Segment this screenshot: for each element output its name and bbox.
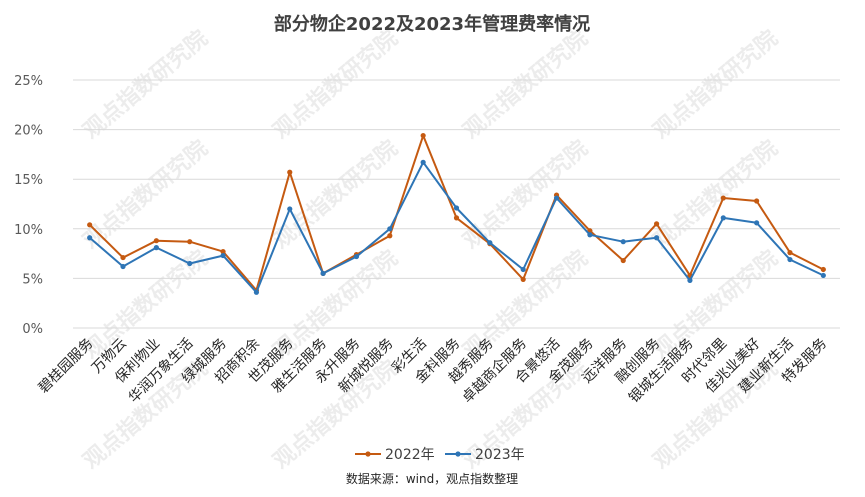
gridlines bbox=[73, 79, 840, 329]
data-point bbox=[387, 233, 393, 239]
data-point bbox=[653, 235, 660, 241]
data-point bbox=[520, 266, 526, 273]
data-point bbox=[320, 270, 326, 277]
legend-marker bbox=[365, 451, 371, 457]
data-point bbox=[820, 266, 826, 273]
watermark-text: 观点指数研究院 bbox=[458, 25, 593, 144]
data-point bbox=[720, 195, 726, 201]
data-point bbox=[787, 250, 793, 256]
data-point bbox=[253, 289, 260, 295]
y-tick-label: 10% bbox=[14, 223, 43, 238]
data-point bbox=[87, 235, 93, 241]
data-point bbox=[153, 245, 159, 251]
data-point bbox=[120, 254, 126, 261]
watermark-text: 观点指数研究院 bbox=[458, 135, 593, 254]
data-point bbox=[620, 257, 626, 264]
data-point bbox=[420, 159, 426, 165]
y-tick-label: 0% bbox=[22, 322, 43, 337]
watermark-text: 观点指数研究院 bbox=[268, 25, 403, 144]
watermark-text: 观点指数研究院 bbox=[78, 135, 213, 254]
data-point bbox=[187, 239, 193, 245]
data-point bbox=[287, 169, 293, 175]
source-note: 数据来源：wind，观点指数整理 bbox=[346, 471, 518, 486]
y-axis-ticks: 0% 5% 10% 15% 20% 25% bbox=[14, 74, 43, 337]
data-point bbox=[120, 263, 126, 270]
data-point bbox=[553, 195, 560, 201]
y-tick-label: 20% bbox=[14, 124, 43, 139]
watermark-text: 观点指数研究院 bbox=[78, 25, 213, 144]
data-point bbox=[153, 238, 159, 244]
x-category-label: 碧桂园服务 bbox=[36, 336, 97, 397]
watermark-text: 观点指数研究院 bbox=[648, 25, 783, 144]
data-point bbox=[820, 272, 826, 279]
data-point bbox=[353, 253, 360, 260]
y-tick-label: 25% bbox=[14, 74, 43, 89]
data-point bbox=[620, 239, 626, 245]
data-point bbox=[754, 198, 760, 204]
data-point bbox=[687, 277, 693, 283]
data-point bbox=[720, 215, 726, 221]
data-point bbox=[587, 232, 593, 238]
legend-label: 2022年 bbox=[385, 447, 435, 463]
data-point bbox=[220, 249, 226, 255]
data-point bbox=[287, 206, 293, 212]
data-point bbox=[420, 132, 426, 139]
watermark-text: 观点指数研究院 bbox=[648, 135, 783, 254]
data-point bbox=[487, 240, 493, 246]
y-tick-label: 5% bbox=[22, 272, 43, 287]
data-point bbox=[387, 226, 393, 232]
data-point bbox=[520, 276, 526, 282]
data-point bbox=[453, 215, 460, 221]
chart-title: 部分物企2022及2023年管理费率情况 bbox=[274, 13, 590, 35]
legend-marker bbox=[455, 451, 461, 457]
watermark-text: 观点指数研究院 bbox=[268, 135, 403, 254]
data-point bbox=[187, 260, 193, 267]
data-point bbox=[754, 220, 760, 226]
data-point bbox=[787, 256, 793, 263]
data-point bbox=[653, 221, 660, 227]
y-tick-label: 15% bbox=[14, 173, 43, 188]
series-layer bbox=[87, 132, 826, 295]
legend-label: 2023年 bbox=[475, 447, 525, 463]
legend: 2022年 2023年 bbox=[355, 447, 525, 463]
data-point bbox=[453, 205, 460, 211]
data-point bbox=[220, 252, 226, 259]
data-point bbox=[87, 222, 93, 228]
